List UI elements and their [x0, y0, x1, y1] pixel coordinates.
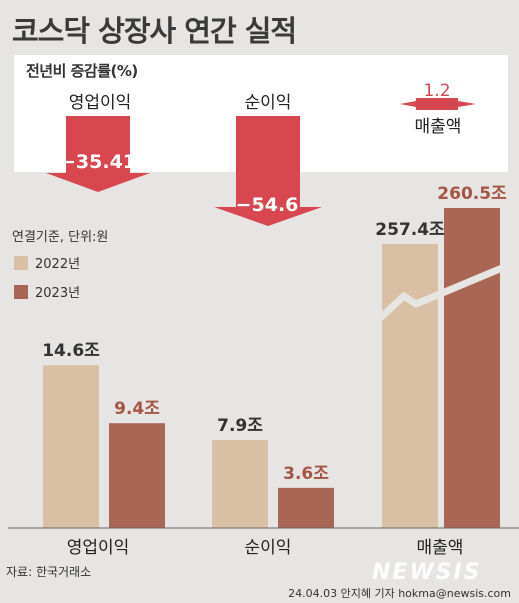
arrow-down-operating — [46, 116, 150, 192]
change-label: 전년비 증감률(%) — [26, 62, 138, 80]
watermark-logo: NEWSIS — [372, 560, 482, 585]
category-label-2: 매출액 — [417, 538, 464, 558]
bar-sales-2022 — [382, 244, 438, 528]
legend-item-2022: 2022년 — [14, 253, 80, 272]
arrow-up-sales — [400, 98, 476, 110]
source-note: 자료: 한국거래소 — [6, 565, 92, 579]
legend-label-2023: 2023년 — [35, 286, 81, 301]
category-label-0: 영업이익 — [67, 538, 130, 558]
unit-note: 연결기준, 단위:원 — [12, 230, 109, 245]
bar-net-2023 — [278, 487, 334, 528]
bar-label-operating-2022: 14.6조 — [42, 341, 100, 361]
bar-label-net-2023: 3.6조 — [283, 464, 329, 484]
category-label-1: 순이익 — [245, 538, 292, 558]
change-value-operating: −35.41 — [60, 151, 136, 173]
legend-label-2022: 2022년 — [35, 257, 81, 272]
credit-line: 24.04.03 안지혜 기자 hokma@newsis.com — [288, 587, 511, 600]
legend-swatch-2022 — [14, 256, 28, 270]
change-value-sales: 1.2 — [423, 81, 450, 101]
legend-item-2023: 2023년 — [14, 282, 80, 301]
bar-label-sales-2023: 260.5조 — [437, 184, 507, 204]
bar-label-sales-2022: 257.4조 — [375, 220, 445, 240]
change-label-operating: 영업이익 — [69, 93, 132, 113]
bar-net-2022 — [212, 439, 268, 528]
arrow-down-net — [214, 116, 322, 226]
change-value-net: −54.6 — [236, 194, 299, 216]
legend-swatch-2023 — [14, 285, 28, 299]
change-label-sales: 매출액 — [415, 117, 462, 137]
bar-label-operating-2023: 9.4조 — [114, 399, 160, 419]
axis-break-mark — [377, 264, 504, 321]
bar-operating-2022 — [43, 365, 99, 528]
chart-title: 코스닥 상장사 연간 실적 — [12, 14, 297, 48]
bar-label-net-2022: 7.9조 — [217, 416, 263, 436]
change-label-net: 순이익 — [245, 93, 292, 113]
bar-operating-2023 — [109, 423, 165, 528]
bar-sales-2023 — [444, 208, 500, 528]
